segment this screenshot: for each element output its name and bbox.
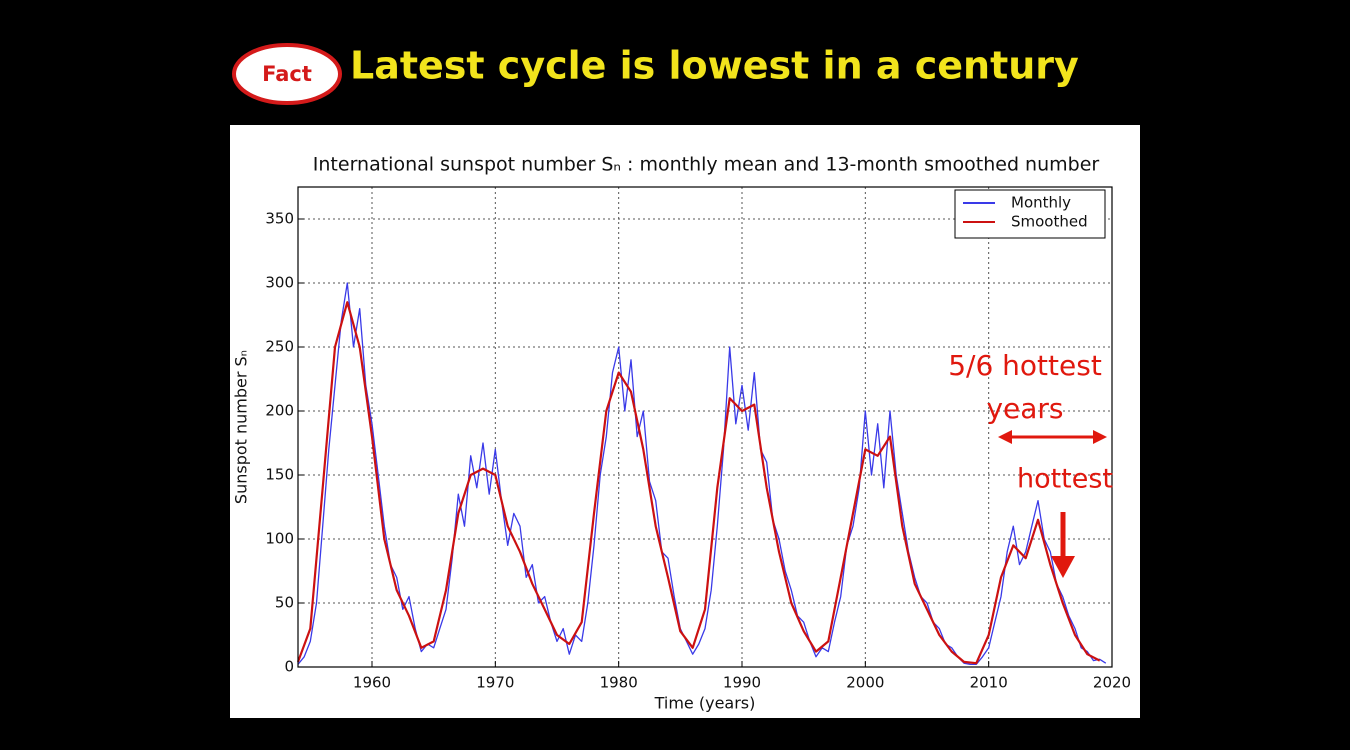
y-tick-label: 100 bbox=[265, 530, 294, 548]
chart: International sunspot number Sₙ : monthl… bbox=[232, 154, 1132, 713]
x-tick-label: 2020 bbox=[1093, 674, 1131, 692]
slide-title: Latest cycle is lowest in a century bbox=[350, 44, 1079, 88]
series-line bbox=[296, 301, 1101, 665]
x-axis-label: Time (years) bbox=[654, 694, 756, 713]
y-tick-label: 150 bbox=[265, 466, 294, 484]
arrow-head bbox=[1051, 556, 1075, 578]
badge bbox=[232, 43, 342, 105]
legend-label: Smoothed bbox=[1011, 213, 1088, 231]
annotation-arrows bbox=[998, 430, 1107, 578]
x-tick-label: 1960 bbox=[353, 674, 391, 692]
plot-frame bbox=[297, 186, 1113, 668]
arrow-head bbox=[998, 430, 1012, 444]
y-axis-label: Sunspot number Sₙ bbox=[232, 350, 251, 504]
series-line bbox=[297, 282, 1107, 666]
x-tick-label: 1990 bbox=[723, 674, 761, 692]
y-tick-label: 350 bbox=[265, 210, 294, 228]
chart-title: International sunspot number Sₙ : monthl… bbox=[313, 154, 1100, 176]
arrow-head bbox=[1093, 430, 1107, 444]
badge-text: Fact bbox=[262, 62, 312, 86]
annotation: hottest bbox=[1017, 464, 1113, 495]
annotation: years bbox=[986, 392, 1063, 425]
x-tick-label: 2010 bbox=[970, 674, 1008, 692]
annotation: 5/6 hottest bbox=[948, 349, 1102, 382]
x-tick-label: 1970 bbox=[476, 674, 514, 692]
y-tick-label: 0 bbox=[284, 658, 294, 676]
y-tick-label: 250 bbox=[265, 338, 294, 356]
x-tick-label: 1980 bbox=[600, 674, 638, 692]
legend-box bbox=[954, 189, 1106, 239]
y-tick-label: 50 bbox=[275, 594, 294, 612]
y-tick-label: 300 bbox=[265, 274, 294, 292]
legend-label: Monthly bbox=[1011, 194, 1071, 212]
y-tick-label: 200 bbox=[265, 402, 294, 420]
x-tick-label: 2000 bbox=[846, 674, 884, 692]
